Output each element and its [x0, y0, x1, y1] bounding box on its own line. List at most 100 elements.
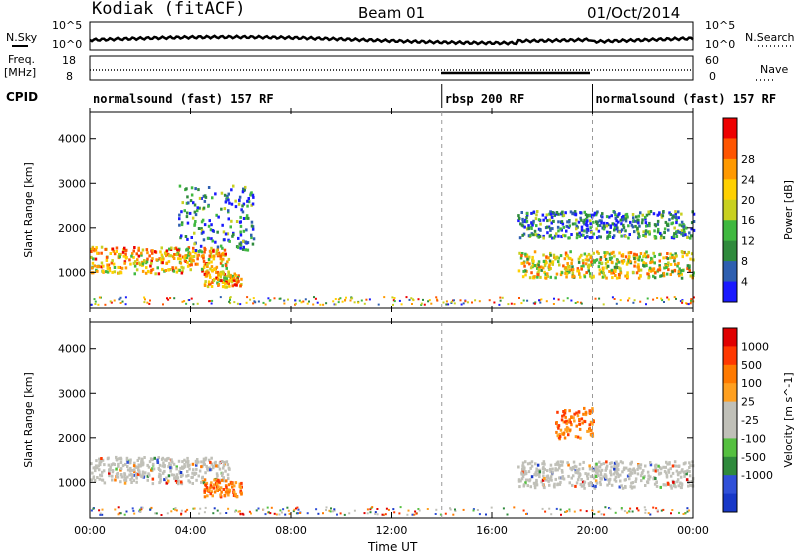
- echo-cell: [617, 260, 621, 264]
- echo-cell: [692, 212, 696, 216]
- echo-cell: [598, 268, 602, 272]
- echo-cell: [96, 476, 99, 479]
- echo-cell: [145, 266, 148, 270]
- echo-cell: [141, 475, 144, 479]
- echo-cell: [203, 199, 207, 203]
- echo-cell: [681, 301, 684, 304]
- echo-cell: [603, 513, 606, 516]
- echo-cell: [95, 246, 98, 250]
- echo-cell: [91, 471, 94, 475]
- noise-left-tick-top: 10^5: [52, 19, 82, 32]
- echo-cell: [682, 229, 686, 233]
- echo-cell: [547, 476, 550, 480]
- echo-cell: [242, 245, 245, 249]
- echo-cell: [99, 513, 102, 516]
- echo-cell: [546, 469, 549, 473]
- echo-cell: [182, 266, 185, 270]
- echo-cell: [113, 270, 117, 274]
- echo-cell: [94, 248, 98, 252]
- echo-cell: [133, 260, 137, 264]
- echo-cell: [692, 228, 696, 232]
- echo-cell: [525, 216, 528, 220]
- echo-cell: [306, 512, 309, 515]
- echo-cell: [228, 201, 231, 205]
- freq-left-tick-bottom: 8: [66, 70, 73, 83]
- echo-cell: [125, 256, 128, 259]
- echo-cell: [603, 221, 606, 225]
- echo-cell: [115, 457, 119, 461]
- echo-cell: [594, 475, 598, 478]
- echo-cell: [227, 257, 231, 261]
- echo-cell: [597, 469, 601, 473]
- echo-cell: [682, 233, 685, 237]
- echo-cell: [156, 266, 159, 270]
- echo-cell: [633, 471, 637, 475]
- echo-cell: [228, 300, 231, 303]
- echo-cell: [436, 299, 439, 302]
- echo-cell: [192, 303, 195, 306]
- echo-cell: [217, 215, 220, 219]
- echo-cell: [604, 253, 607, 257]
- echo-cell: [614, 223, 617, 227]
- echo-cell: [181, 201, 184, 205]
- echo-cell: [692, 220, 696, 223]
- echo-cell: [231, 274, 235, 278]
- echo-cell: [221, 471, 224, 475]
- echo-cell: [146, 301, 149, 304]
- echo-cell: [520, 223, 524, 227]
- echo-cell: [596, 236, 599, 240]
- echo-cell: [188, 263, 191, 267]
- echo-cell: [218, 279, 222, 283]
- echo-cell: [602, 268, 605, 272]
- echo-cell: [626, 215, 629, 219]
- echo-cell: [376, 508, 379, 510]
- echo-cell: [647, 210, 650, 214]
- echo-cell: [682, 225, 685, 229]
- echo-cell: [659, 274, 662, 278]
- echo-cell: [669, 263, 673, 266]
- echo-cell: [175, 465, 178, 469]
- echo-cell: [124, 252, 127, 256]
- echo-cell: [627, 299, 629, 302]
- echo-cell: [599, 235, 602, 239]
- echo-cell: [531, 255, 534, 259]
- echo-cell: [535, 478, 538, 482]
- echo-cell: [146, 251, 149, 255]
- echo-cell: [159, 250, 162, 254]
- colorbar-tick-label: 8: [741, 255, 748, 268]
- echo-cell: [667, 228, 670, 232]
- echo-cell: [632, 254, 636, 258]
- echo-cell: [680, 232, 683, 236]
- echo-cell: [91, 246, 95, 250]
- echo-cell: [229, 225, 232, 229]
- echo-cell: [642, 230, 645, 234]
- echo-cell: [135, 472, 138, 476]
- echo-cell: [212, 257, 216, 261]
- echo-cell: [686, 267, 689, 271]
- echo-cell: [170, 473, 174, 477]
- echo-cell: [217, 480, 221, 484]
- echo-cell: [165, 249, 169, 253]
- echo-cell: [603, 274, 607, 278]
- echo-cell: [629, 462, 633, 466]
- echo-cell: [133, 468, 136, 472]
- echo-cell: [620, 228, 624, 232]
- echo-cell: [98, 296, 101, 299]
- echo-cell: [219, 261, 223, 265]
- echo-cell: [673, 269, 676, 272]
- echo-cell: [196, 257, 199, 261]
- echo-cell: [672, 480, 675, 484]
- echo-cell: [306, 302, 309, 305]
- echo-cell: [592, 220, 595, 224]
- echo-cell: [605, 460, 608, 464]
- echo-cell: [690, 480, 693, 483]
- echo-cell: [296, 506, 299, 509]
- noise-panel-frame: [89, 21, 694, 51]
- echo-cell: [148, 254, 151, 258]
- echo-cell: [101, 508, 104, 511]
- echo-cell: [671, 509, 674, 511]
- echo-cell: [568, 508, 571, 511]
- colorbar-swatch: [723, 328, 737, 347]
- echo-cell: [407, 509, 410, 512]
- echo-cell: [560, 211, 564, 215]
